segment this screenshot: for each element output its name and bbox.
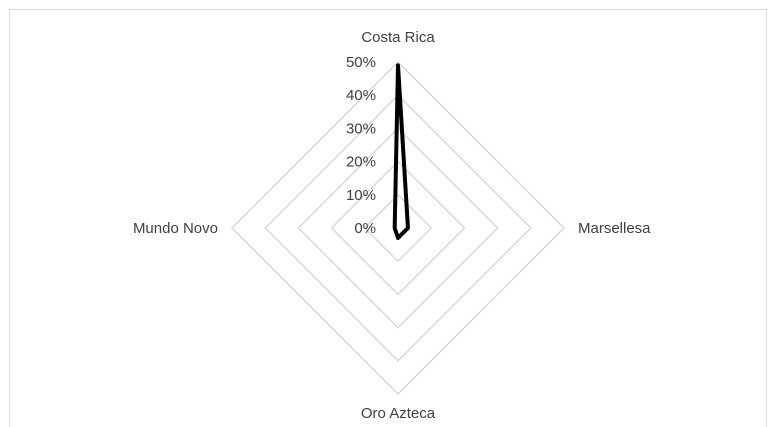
gridline-ring-5 [230, 60, 566, 396]
category-label: Marsellesa [578, 220, 651, 237]
tick-label: 30% [346, 120, 376, 137]
radar-series [392, 63, 410, 240]
chart-area [9, 9, 767, 427]
gridline-ring-1 [363, 193, 433, 263]
category-label: Costa Rica [361, 29, 435, 46]
radar-tick-labels: 0% 10% 20% 30% 40% 50% [346, 54, 376, 237]
radar-category-labels: Costa Rica Marsellesa Oro Azteca Mundo Novo [133, 29, 651, 422]
gridline-ring-4 [264, 94, 532, 362]
tick-label: 50% [346, 54, 376, 71]
gridline-ring-2 [330, 160, 466, 296]
tick-label: 40% [346, 87, 376, 104]
tick-label: 20% [346, 154, 376, 171]
category-label: Mundo Novo [133, 220, 218, 237]
radar-gridlines [230, 60, 566, 396]
series-line-0 [392, 63, 410, 240]
tick-label: 0% [354, 220, 376, 237]
gridline-ring-3 [297, 127, 499, 329]
tick-label: 10% [346, 187, 376, 204]
category-label: Oro Azteca [361, 405, 436, 422]
